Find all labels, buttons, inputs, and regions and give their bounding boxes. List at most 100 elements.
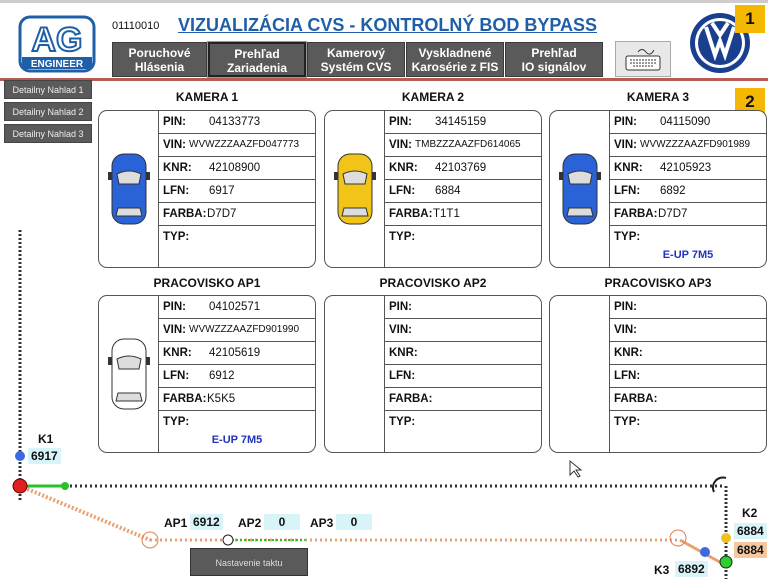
nav-vyskladnene-karoserie[interactable]: Vyskladnené Karosérie z FIS xyxy=(406,42,504,77)
detail-view-1-button[interactable]: Detailny Nahlad 1 xyxy=(4,80,92,99)
detail-view-2-button[interactable]: Detailny Nahlad 2 xyxy=(4,102,92,121)
track-diagonal-left xyxy=(19,484,151,542)
ap2-label: AP2 xyxy=(238,516,262,530)
field-value-vin: WVWZZZAAZFD901990 xyxy=(189,324,300,335)
field-label: VIN: xyxy=(389,139,412,151)
field-label: KNR: xyxy=(614,347,643,359)
car-image xyxy=(325,296,385,452)
k3-value: 6892 xyxy=(675,561,708,577)
ag-engineer-logo: AG ENGINEER xyxy=(18,15,96,73)
field-value-farba: D7D7 xyxy=(658,208,688,220)
row-typ: TYP: xyxy=(610,411,766,434)
field-label: FARBA: xyxy=(389,393,433,405)
vehicle-card: PIN: 04133773 VIN: WVWZZZAAZFD047773 KNR: 421… xyxy=(98,110,316,268)
field-label: FARBA: xyxy=(614,393,658,405)
vehicle-card: PIN: VIN: KNR: LFN: FARBA: TYP: xyxy=(549,295,767,453)
ap1-value: 6912 xyxy=(190,514,223,530)
nav-label: Karosérie z FIS xyxy=(411,60,499,74)
field-label: KNR: xyxy=(163,162,192,174)
row-vin: VIN: TMBZZZAAZFD614065 xyxy=(385,134,541,157)
k2-label: K2 xyxy=(742,506,758,520)
vehicle-card: PIN: 04102571 VIN: WVWZZZAAZFD901990 KNR: 421… xyxy=(98,295,316,453)
field-label: LFN: xyxy=(163,370,190,382)
field-label: PIN: xyxy=(614,301,637,313)
nav-label: Poruchové xyxy=(128,46,191,60)
vehicle-card: PIN: 04115090 VIN: WVWZZZAAZFD901989 KNR: 421… xyxy=(549,110,767,268)
vehicle-card: PIN: 34145159 VIN: TMBZZZAAZFD614065 KNR: 421… xyxy=(324,110,542,268)
car-image xyxy=(99,296,159,452)
k3-sensor xyxy=(700,547,710,557)
field-label: KNR: xyxy=(614,162,643,174)
field-label: KNR: xyxy=(389,162,418,174)
field-label: VIN: xyxy=(614,139,637,151)
detail-view-3-button[interactable]: Detailny Nahlad 3 xyxy=(4,124,92,143)
field-value-lfn: 6917 xyxy=(209,185,235,197)
k3-label: K3 xyxy=(654,563,670,577)
badge-1: 1 xyxy=(735,5,765,33)
k2-value-2: 6884 xyxy=(734,542,767,558)
row-farba: FARBA: xyxy=(610,388,766,411)
field-label: PIN: xyxy=(163,301,186,313)
k1-node xyxy=(12,478,28,494)
nav-label: Zariadenia xyxy=(226,61,288,75)
field-label: TYP: xyxy=(389,416,416,428)
nastavenie-taktu-button[interactable]: Nastavenie taktu xyxy=(190,548,308,576)
row-knr: KNR: 42108900 xyxy=(159,157,315,180)
ap2-value: 0 xyxy=(264,514,300,530)
row-knr: KNR: 42103769 xyxy=(385,157,541,180)
row-knr: KNR: 42105923 xyxy=(610,157,766,180)
row-pin: PIN: xyxy=(385,296,541,319)
field-label: VIN: xyxy=(163,139,186,151)
k1-label: K1 xyxy=(38,432,54,446)
header-divider xyxy=(0,78,768,81)
row-typ: TYP: xyxy=(385,226,541,249)
nav-prehlad-io[interactable]: Prehľad IO signálov xyxy=(505,42,603,77)
ap3-label: AP3 xyxy=(310,516,334,530)
svg-text:AG: AG xyxy=(32,21,83,59)
field-label: PIN: xyxy=(614,116,637,128)
field-value-vin: TMBZZZAAZFD614065 xyxy=(415,139,521,150)
row-farba: FARBA: D7D7 xyxy=(159,203,315,226)
field-value-knr: 42105923 xyxy=(660,162,712,174)
car-image xyxy=(325,111,385,267)
card-title: KAMERA 2 xyxy=(401,90,465,104)
k2-value-1: 6884 xyxy=(734,523,767,539)
field-label: LFN: xyxy=(614,185,641,197)
row-vin: VIN: WVWZZZAAZFD901990 xyxy=(159,319,315,342)
row-vin: VIN: WVWZZZAAZFD901989 xyxy=(610,134,766,157)
nav-prehlad-zariadenia[interactable]: Prehľad Zariadenia xyxy=(207,41,307,78)
field-label: FARBA: xyxy=(163,208,207,220)
row-knr: KNR: xyxy=(385,342,541,365)
k1-value: 6917 xyxy=(28,448,61,464)
field-value-farba: T1T1 xyxy=(433,208,460,220)
row-typ: TYP: xyxy=(159,411,315,434)
field-value-knr: 42108900 xyxy=(209,162,261,174)
nav-kamerovy-system[interactable]: Kamerový Systém CVS xyxy=(307,42,405,77)
switch-left xyxy=(141,531,159,549)
field-label: FARBA: xyxy=(163,393,207,405)
nav-label: IO signálov xyxy=(521,60,587,74)
car-top-view-icon xyxy=(333,153,376,225)
nav-label: Hlásenia xyxy=(134,60,185,74)
ap3-value: 0 xyxy=(336,514,372,530)
nav-poruchove-hlasenia[interactable]: Poruchové Hlásenia xyxy=(112,42,207,77)
field-value-lfn: 6884 xyxy=(435,185,461,197)
field-value-lfn: 6912 xyxy=(209,370,235,382)
field-label: PIN: xyxy=(163,116,186,128)
field-label: LFN: xyxy=(614,370,641,382)
field-value-farba: K5K5 xyxy=(207,393,236,405)
card-title: PRACOVISKO AP1 xyxy=(153,276,261,290)
car-top-view-icon xyxy=(558,153,601,225)
row-knr: KNR: xyxy=(610,342,766,365)
nav-label: Systém CVS xyxy=(320,60,392,74)
field-value-pin: 04102571 xyxy=(209,301,261,313)
vehicle-card: PIN: VIN: KNR: LFN: FARBA: TYP: xyxy=(324,295,542,453)
row-pin: PIN: xyxy=(610,296,766,319)
car-top-view-icon xyxy=(107,338,150,410)
field-label: TYP: xyxy=(163,231,190,243)
field-label: TYP: xyxy=(614,231,641,243)
field-label: KNR: xyxy=(389,347,418,359)
svg-text:ENGINEER: ENGINEER xyxy=(31,59,84,70)
keyboard-button[interactable] xyxy=(615,41,671,77)
